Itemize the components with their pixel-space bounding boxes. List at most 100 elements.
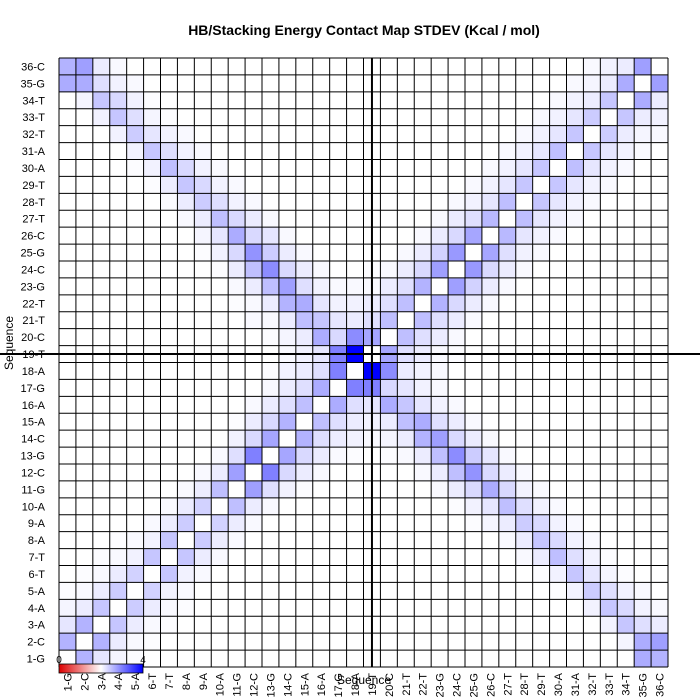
heatmap-cell: [75, 599, 94, 617]
heatmap-cell: [566, 91, 584, 110]
heatmap-cell: [228, 480, 246, 499]
heatmap-cell: [600, 430, 618, 448]
heatmap-cell: [75, 447, 94, 465]
heatmap-cell: [245, 244, 263, 262]
heatmap-cell: [617, 244, 635, 262]
heatmap-cell: [92, 159, 111, 177]
y-tick-label: 19-T: [22, 349, 45, 361]
heatmap-cell: [515, 227, 533, 245]
heatmap-cell: [295, 497, 314, 516]
y-tick-label: 8-A: [28, 535, 46, 547]
heatmap-cell: [515, 91, 533, 110]
heatmap-cell: [295, 74, 314, 93]
heatmap-cell: [448, 328, 466, 346]
heatmap-cell: [498, 531, 517, 549]
heatmap-cell: [566, 261, 584, 279]
heatmap-cell: [465, 497, 483, 516]
heatmap-cell: [498, 261, 517, 279]
heatmap-cell: [617, 328, 635, 346]
heatmap-cell: [160, 548, 178, 566]
heatmap-cell: [566, 311, 584, 329]
heatmap-cell: [346, 396, 364, 414]
heatmap-cell: [532, 277, 550, 296]
heatmap-cell: [75, 58, 94, 76]
heatmap-cell: [211, 261, 229, 279]
heatmap-cell: [109, 261, 127, 279]
heatmap-cell: [397, 193, 415, 211]
heatmap-cell: [329, 430, 347, 448]
heatmap-cell: [380, 480, 398, 499]
heatmap-cell: [160, 650, 178, 668]
heatmap-cell: [160, 91, 178, 110]
heatmap-cell: [92, 142, 111, 160]
heatmap-cell: [600, 261, 618, 279]
heatmap-cell: [143, 396, 161, 414]
heatmap-cell: [59, 227, 77, 245]
heatmap-cell: [75, 650, 94, 668]
heatmap-cell: [194, 396, 212, 414]
heatmap-cell: [278, 362, 297, 380]
heatmap-cell: [346, 633, 364, 651]
heatmap-cell: [617, 261, 635, 279]
heatmap-cell: [126, 125, 144, 143]
heatmap-cell: [278, 464, 297, 482]
heatmap-cell: [448, 311, 466, 329]
heatmap-cell: [448, 582, 466, 600]
y-tick-label: 3-A: [28, 620, 46, 632]
heatmap-cell: [549, 548, 567, 566]
heatmap-cell: [634, 582, 652, 600]
heatmap-cell: [59, 548, 77, 566]
heatmap-cell: [583, 176, 601, 194]
heatmap-cell: [431, 616, 449, 634]
heatmap-cell: [498, 379, 517, 397]
y-tick-label: 29-T: [22, 180, 45, 192]
y-tick-label: 5-A: [28, 586, 46, 598]
heatmap-cell: [295, 413, 314, 431]
heatmap-cell: [262, 582, 280, 600]
heatmap-cell: [414, 514, 432, 532]
heatmap-cell: [228, 362, 246, 380]
heatmap-cell: [92, 616, 111, 634]
x-tick-label: 12-C: [249, 673, 261, 697]
heatmap-cell: [397, 142, 415, 160]
heatmap-cell: [481, 447, 500, 465]
heatmap-cell: [295, 328, 314, 346]
heatmap-cell: [515, 362, 533, 380]
heatmap-cell: [634, 176, 652, 194]
heatmap-cell: [431, 514, 449, 532]
heatmap-cell: [262, 497, 280, 516]
heatmap-cell: [617, 58, 635, 76]
heatmap-cell: [262, 210, 280, 228]
heatmap-cell: [380, 362, 398, 380]
heatmap-cell: [651, 227, 669, 245]
heatmap-cell: [414, 413, 432, 431]
heatmap-cell: [515, 650, 533, 668]
heatmap-cell: [481, 328, 500, 346]
heatmap-cell: [617, 650, 635, 668]
heatmap-cell: [59, 582, 77, 600]
heatmap-cell: [465, 311, 483, 329]
heatmap-cell: [566, 396, 584, 414]
heatmap-cell: [617, 379, 635, 397]
heatmap-cell: [600, 74, 618, 93]
heatmap-cell: [92, 227, 111, 245]
heatmap-cell: [329, 396, 347, 414]
heatmap-cell: [160, 531, 178, 549]
heatmap-cell: [143, 413, 161, 431]
heatmap-cell: [262, 328, 280, 346]
heatmap-cell: [465, 362, 483, 380]
heatmap-cell: [397, 74, 415, 93]
x-tick-label: 33-T: [604, 673, 616, 696]
heatmap-cell: [380, 311, 398, 329]
heatmap-cell: [143, 480, 161, 499]
heatmap-cell: [651, 548, 669, 566]
heatmap-cell: [532, 261, 550, 279]
heatmap-cell: [498, 599, 517, 617]
heatmap-cell: [75, 159, 94, 177]
heatmap-cell: [380, 227, 398, 245]
heatmap-cell: [312, 244, 330, 262]
heatmap-cell: [143, 328, 161, 346]
heatmap-cell: [59, 616, 77, 634]
heatmap-cell: [109, 413, 127, 431]
heatmap-cell: [92, 277, 111, 296]
